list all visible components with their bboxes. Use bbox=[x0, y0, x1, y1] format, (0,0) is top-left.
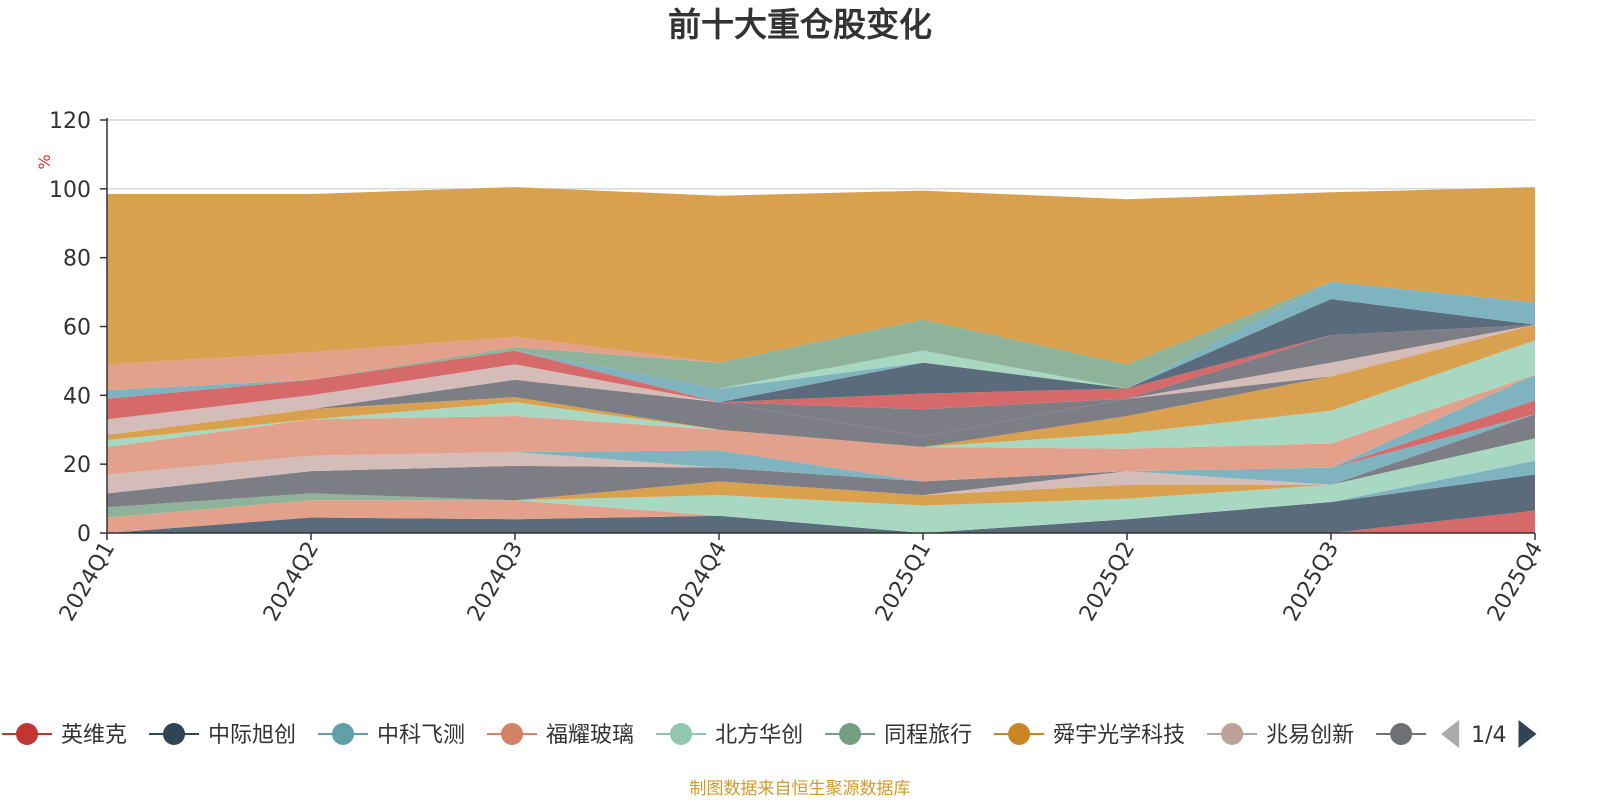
legend-label: 舜宇光学科技 bbox=[1053, 723, 1185, 748]
x-tick-label: 2024Q4 bbox=[667, 538, 732, 626]
area-其他(2) bbox=[107, 324, 1535, 447]
x-tick-label: 2025Q1 bbox=[871, 538, 936, 626]
area-中科飞测(5) bbox=[107, 281, 1535, 403]
legend-item: 同程旅行 bbox=[825, 723, 972, 748]
x-tick-label: 2025Q3 bbox=[1279, 538, 1344, 626]
y-tick-label: 100 bbox=[49, 178, 91, 203]
area-兆易创新(2) bbox=[107, 374, 1535, 494]
y-tick-label: 120 bbox=[49, 109, 91, 134]
legend-marker-icon bbox=[670, 723, 693, 745]
legend-page-indicator: 1/4 bbox=[1471, 723, 1506, 748]
prev-page-icon[interactable] bbox=[1441, 720, 1460, 748]
legend-marker-icon bbox=[1221, 723, 1244, 745]
legend-marker-icon bbox=[332, 723, 355, 745]
area-其他(3) bbox=[107, 324, 1535, 437]
legend-marker-icon bbox=[163, 723, 186, 745]
source-note: 制图数据来自恒生聚源数据库 bbox=[690, 779, 911, 799]
area-福耀玻璃(2) bbox=[107, 374, 1535, 482]
y-tick-label: 80 bbox=[63, 247, 91, 272]
legend-label: 同程旅行 bbox=[884, 723, 972, 748]
x-tick-label: 2025Q2 bbox=[1075, 538, 1140, 626]
legend-marker-icon bbox=[839, 723, 862, 745]
area-series bbox=[107, 187, 1535, 533]
legend-marker-icon bbox=[1008, 723, 1031, 745]
legend-item: 福耀玻璃 bbox=[487, 723, 634, 748]
area-舜宇光学科技 bbox=[107, 438, 1535, 508]
y-tick-label: 60 bbox=[63, 316, 91, 341]
area-英维克(3) bbox=[107, 324, 1535, 420]
x-tick-label: 2024Q1 bbox=[55, 538, 120, 626]
legend-item bbox=[1376, 723, 1427, 745]
area-舜宇光学科技(2) bbox=[107, 324, 1535, 447]
next-page-icon[interactable] bbox=[1518, 720, 1537, 748]
area-北方华创 bbox=[107, 438, 1535, 533]
area-中科飞测(2) bbox=[107, 414, 1535, 494]
legend-label: 中科飞测 bbox=[377, 723, 465, 748]
chart-title: 前十大重仓股变化 bbox=[668, 5, 932, 44]
area-中际旭创 bbox=[107, 474, 1535, 533]
area-英维克 bbox=[107, 510, 1535, 533]
y-tick-label: 0 bbox=[77, 522, 91, 547]
area-同程旅行(2) bbox=[107, 281, 1535, 391]
legend-item: 北方华创 bbox=[656, 723, 803, 748]
x-tick-label: 2024Q3 bbox=[463, 538, 528, 626]
area-福耀玻璃(3) bbox=[107, 281, 1535, 391]
legend-pager: 1/4 bbox=[1441, 720, 1537, 748]
legend-item: 中际旭创 bbox=[149, 723, 296, 748]
area-舜宇光学科技(3) bbox=[107, 187, 1535, 365]
legend-marker-icon bbox=[501, 723, 524, 745]
area-福耀玻璃 bbox=[107, 460, 1535, 533]
y-axis-unit: % bbox=[35, 154, 54, 169]
legend-marker-icon bbox=[1390, 723, 1413, 745]
x-tick-label: 2024Q2 bbox=[259, 538, 324, 626]
legend-label: 英维克 bbox=[61, 723, 127, 748]
legend-label: 福耀玻璃 bbox=[546, 723, 634, 748]
legend-marker-icon bbox=[16, 723, 38, 745]
legend: 英维克 中际旭创 中科飞测 福耀玻璃 北方华创 同程旅行 舜宇光学科技 兆易创新 1/4 bbox=[2, 720, 1537, 748]
legend-item: 中科飞测 bbox=[318, 723, 465, 748]
legend-item: 舜宇光学科技 bbox=[994, 723, 1185, 748]
area-中际旭创(2) bbox=[107, 299, 1535, 403]
legend-item: 兆易创新 bbox=[1207, 723, 1354, 748]
y-tick-label: 40 bbox=[63, 384, 91, 409]
legend-item: 英维克 bbox=[2, 723, 127, 748]
area-兆易创新(3) bbox=[107, 324, 1535, 437]
legend-label: 兆易创新 bbox=[1266, 723, 1354, 748]
y-tick-label: 20 bbox=[63, 453, 91, 478]
area-其他 bbox=[107, 414, 1535, 508]
x-tick-label: 2025Q4 bbox=[1483, 538, 1548, 626]
legend-label: 北方华创 bbox=[715, 723, 803, 748]
legend-label: 中际旭创 bbox=[208, 723, 296, 748]
